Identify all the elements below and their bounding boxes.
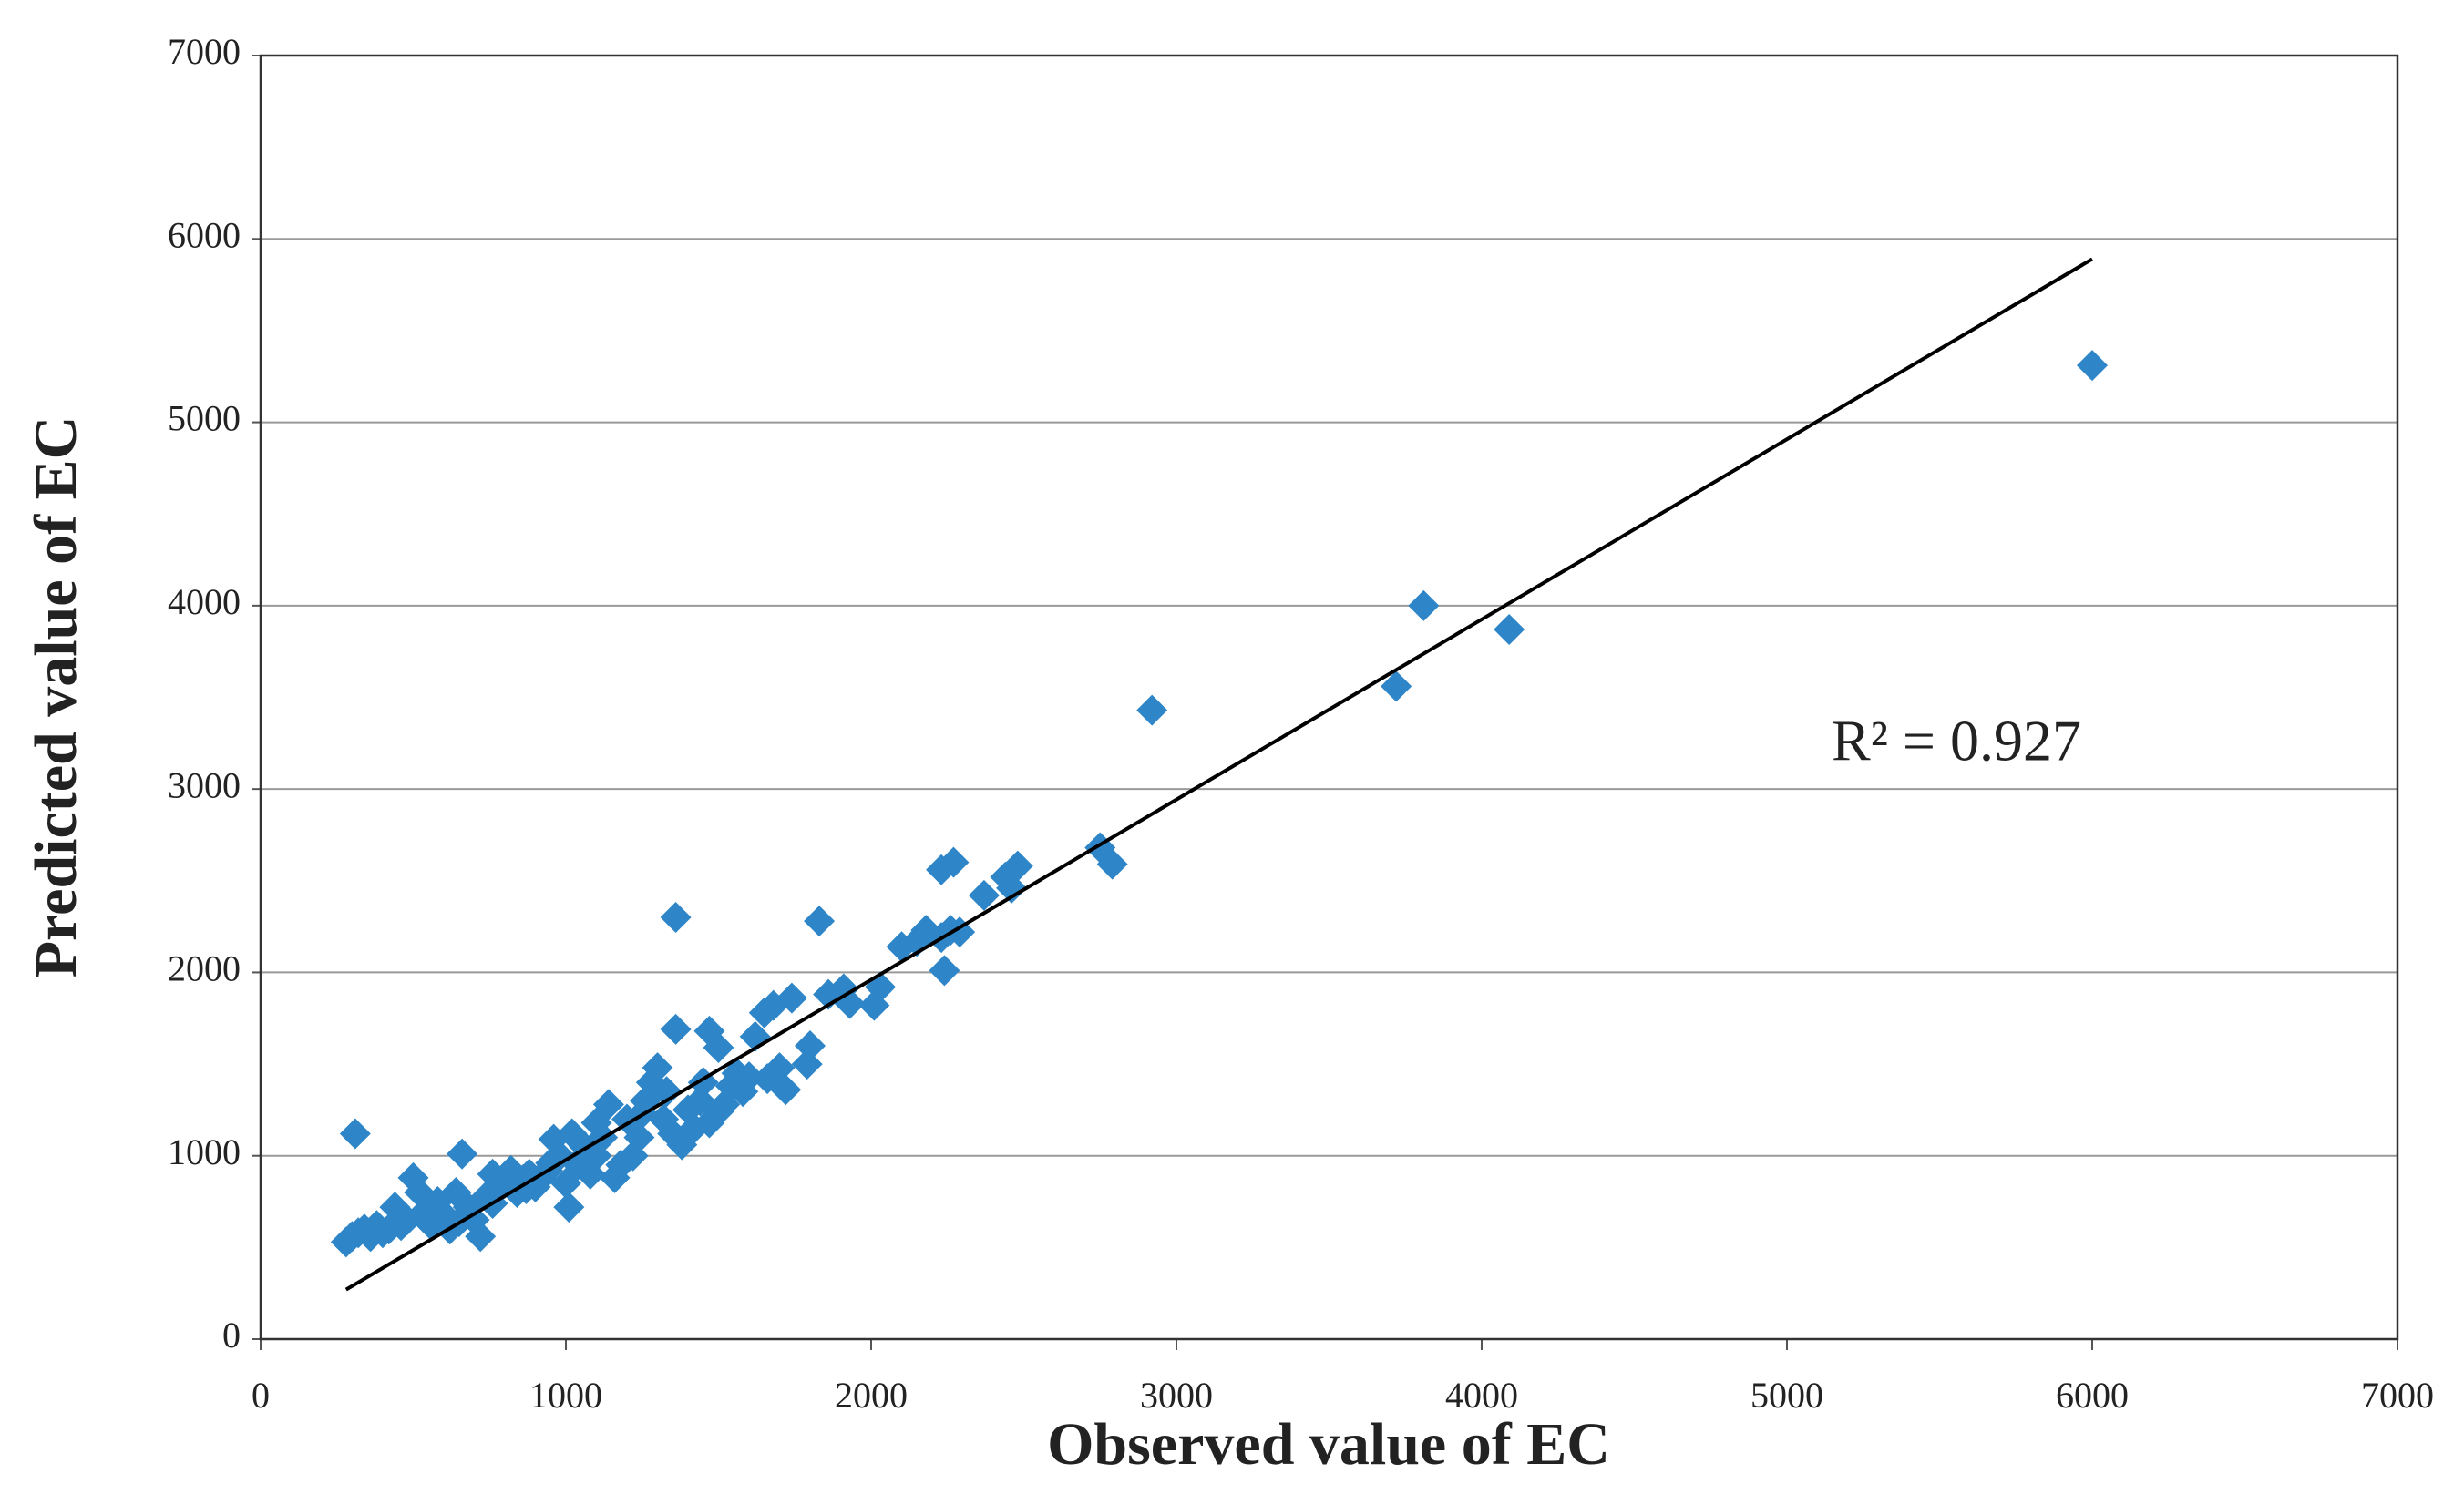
point	[2077, 350, 2108, 382]
point	[1381, 670, 1412, 702]
point	[1136, 694, 1168, 726]
y-tick-label: 3000	[168, 764, 241, 805]
point	[709, 1089, 741, 1120]
point	[397, 1161, 429, 1193]
point	[510, 1172, 542, 1204]
point	[580, 1107, 612, 1139]
point	[926, 854, 958, 885]
point	[727, 1076, 759, 1108]
x-tick-label: 1000	[529, 1375, 602, 1416]
point	[379, 1192, 411, 1223]
point	[886, 931, 918, 963]
x-tick-label: 0	[252, 1375, 270, 1416]
point	[651, 1076, 683, 1108]
y-tick-label: 1000	[168, 1131, 241, 1172]
x-tick-label: 6000	[2056, 1375, 2129, 1416]
point	[553, 1192, 585, 1223]
point	[648, 1103, 680, 1135]
point	[330, 1226, 362, 1258]
point	[538, 1123, 570, 1155]
point	[968, 879, 1000, 911]
point	[752, 1063, 784, 1095]
plot-border	[259, 54, 2399, 1341]
point	[1408, 589, 1440, 621]
point	[791, 1049, 823, 1080]
y-tick-label: 6000	[168, 214, 241, 255]
y-tick-label: 5000	[168, 398, 241, 439]
point	[1494, 614, 1525, 646]
point	[339, 1118, 371, 1150]
y-tick-label: 4000	[168, 581, 241, 622]
point	[804, 906, 836, 937]
x-tick-label: 2000	[835, 1375, 908, 1416]
annotation: R² = 0.927	[1832, 709, 2081, 773]
point	[693, 1015, 725, 1047]
point	[565, 1143, 597, 1175]
point	[996, 872, 1028, 904]
y-tick-label: 2000	[168, 948, 241, 989]
trend-line	[344, 257, 2094, 1292]
x-tick-label: 7000	[2361, 1375, 2434, 1416]
point	[660, 902, 692, 934]
y-tick-label: 7000	[168, 31, 241, 72]
x-tick-label: 5000	[1750, 1375, 1823, 1416]
point	[477, 1158, 508, 1190]
point	[550, 1167, 581, 1199]
y-axis-title: Predicted value of EC	[23, 416, 89, 978]
point	[929, 955, 960, 987]
point	[748, 997, 780, 1028]
point	[660, 1013, 692, 1045]
x-tick-label: 3000	[1140, 1375, 1213, 1416]
point	[535, 1147, 567, 1179]
x-tick-label: 4000	[1445, 1375, 1518, 1416]
point	[447, 1138, 478, 1170]
point	[672, 1094, 703, 1126]
y-tick-label: 0	[222, 1315, 241, 1356]
point	[599, 1161, 631, 1193]
point	[1096, 848, 1128, 880]
x-axis-title: Observed value of EC	[1047, 1411, 1610, 1478]
